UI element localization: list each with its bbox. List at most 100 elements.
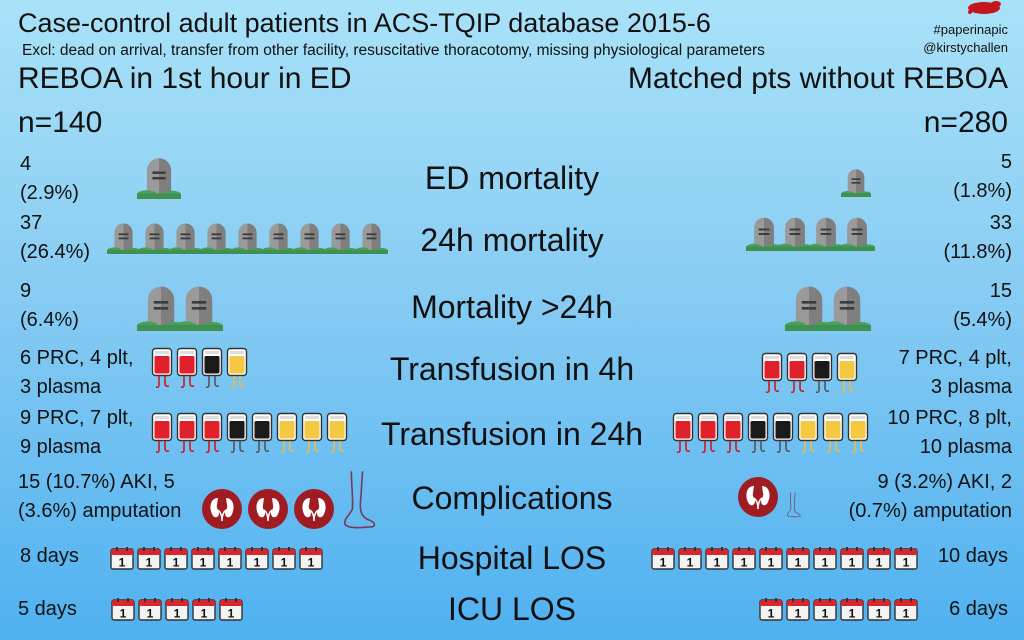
- gravestone-icon: [107, 223, 140, 254]
- icu-los-left-value: 5 days: [18, 598, 77, 620]
- kidneys-icon: [248, 489, 288, 529]
- blood-bag-icon: [176, 347, 198, 389]
- gravestone-icon: [137, 286, 185, 331]
- subtitle: Excl: dead on arrival, transfer from oth…: [22, 42, 765, 59]
- blood-bag-icon: [201, 412, 223, 454]
- platelet-bag-icon: [811, 352, 833, 394]
- calendar-digit: 1: [795, 607, 802, 621]
- mortality-gt24h-label: Mortality >24h: [411, 289, 613, 325]
- transfusion-4h-left-icons: [151, 347, 248, 389]
- blood-bag-icon: [786, 352, 808, 394]
- calendar-digit: 1: [120, 607, 127, 621]
- foot-icon: [343, 471, 376, 529]
- blood-bag-icon: [151, 347, 173, 389]
- calendar-icon: 1: [299, 547, 323, 570]
- calendar-digit: 1: [741, 556, 748, 570]
- gravestone-icon: [175, 286, 223, 331]
- right-group-label: Matched pts without REBOA: [627, 62, 1008, 95]
- calendar-icon: 1: [813, 598, 837, 621]
- right-line2: 3 plasma: [930, 376, 1012, 398]
- left-line1: 6 PRC, 4 plt,: [20, 347, 134, 369]
- calendar-digit: 1: [281, 556, 288, 570]
- blood-bag-icon: [697, 412, 719, 454]
- calendar-icon: 1: [137, 547, 161, 570]
- transfusion-24h-left-stat: 9 PRC, 7 plt, 9 plasma: [20, 404, 133, 462]
- transfusion-4h-left-stat: 6 PRC, 4 plt, 3 plasma: [20, 344, 133, 402]
- platelet-bag-icon: [226, 412, 248, 454]
- plasma-bag-icon: [301, 412, 323, 454]
- calendar-icon: 1: [759, 598, 783, 621]
- left-pct: (2.9%): [20, 182, 79, 204]
- transfusion-4h-label: Transfusion in 4h: [389, 351, 635, 387]
- calendar-digit: 1: [660, 556, 667, 570]
- hospital-los-label: Hospital LOS: [417, 540, 607, 576]
- blood-bag-icon: [176, 412, 198, 454]
- ed-mortality-left-stat: 4 (2.9%): [20, 150, 79, 208]
- hospital-los-right-icons: 1 1 1 1 1 1 1 1 1 1: [651, 546, 918, 570]
- calendar-icon: 1: [218, 547, 242, 570]
- platelet-bag-icon: [251, 412, 273, 454]
- hospital-los-left-value: 8 days: [20, 545, 79, 567]
- left-pct: (26.4%): [20, 241, 91, 263]
- calendar-digit: 1: [308, 556, 315, 570]
- gravestone-icon: [355, 223, 388, 254]
- ed-mortality-right-icons: [841, 167, 871, 197]
- calendar-digit: 1: [200, 556, 207, 570]
- left-count: 4: [20, 153, 32, 175]
- gravestone-icon: [841, 169, 871, 197]
- calendar-digit: 1: [119, 556, 126, 570]
- gravestone-icon: [324, 223, 357, 254]
- left-line2: 3 plasma: [20, 376, 102, 398]
- left-line2: 9 plasma: [20, 436, 102, 458]
- ed-mortality-label: ED mortality: [424, 160, 600, 196]
- right-line2: 10 plasma: [919, 436, 1012, 458]
- transfusion-24h-left-icons: [151, 412, 348, 454]
- gravestone-icon: [169, 223, 202, 254]
- kidneys-icon: [294, 489, 334, 529]
- complications-right-stat: 9 (3.2%) AKI, 2 (0.7%) amputation: [849, 468, 1012, 526]
- calendar-digit: 1: [228, 607, 235, 621]
- right-line2: (0.7%) amputation: [848, 500, 1012, 522]
- plasma-bag-icon: [797, 412, 819, 454]
- ed-mortality-left-icons: [137, 155, 181, 199]
- mortality-24h-label: 24h mortality: [420, 222, 604, 258]
- plasma-bag-icon: [276, 412, 298, 454]
- calendar-digit: 1: [173, 556, 180, 570]
- calendar-digit: 1: [849, 607, 856, 621]
- gravestone-icon: [231, 223, 264, 254]
- blood-bag-icon: [151, 412, 173, 454]
- right-group-n: n=280: [923, 106, 1008, 139]
- mortality-gt24h-right-stat: 15 (5.4%): [953, 277, 1012, 335]
- calendar-icon: 1: [705, 547, 729, 570]
- hospital-los-right-value: 10 days: [937, 545, 1008, 567]
- complications-left-stat: 15 (10.7%) AKI, 5 (3.6%) amputation: [18, 468, 181, 526]
- gravestone-icon: [138, 223, 171, 254]
- calendar-icon: 1: [164, 547, 188, 570]
- calendar-icon: 1: [759, 547, 783, 570]
- gravestone-icon: [839, 217, 875, 251]
- left-line1: 9 PRC, 7 plt,: [20, 407, 134, 429]
- gravestone-icon: [262, 223, 295, 254]
- calendar-icon: 1: [272, 547, 296, 570]
- right-count: 33: [989, 212, 1012, 234]
- calendar-icon: 1: [111, 598, 135, 621]
- left-count: 37: [20, 212, 43, 234]
- right-count: 5: [1000, 151, 1012, 173]
- calendar-digit: 1: [768, 556, 775, 570]
- calendar-icon: 1: [651, 547, 675, 570]
- icu-los-label: ICU LOS: [447, 591, 577, 627]
- calendar-digit: 1: [714, 556, 721, 570]
- gravestone-icon: [137, 158, 181, 199]
- calendar-icon: 1: [867, 598, 891, 621]
- icu-los-left-icons: 1 1 1 1 1: [111, 597, 243, 621]
- calendar-icon: 1: [894, 547, 918, 570]
- foot-icon: [787, 492, 801, 518]
- left-count: 9: [20, 280, 32, 302]
- transfusion-4h-right-icons: [761, 352, 858, 394]
- left-line2: (3.6%) amputation: [18, 500, 182, 522]
- blood-bag-icon: [761, 352, 783, 394]
- plasma-bag-icon: [847, 412, 869, 454]
- gravestone-icon: [746, 217, 782, 251]
- calendar-digit: 1: [254, 556, 261, 570]
- complications-left-icons: [201, 470, 376, 530]
